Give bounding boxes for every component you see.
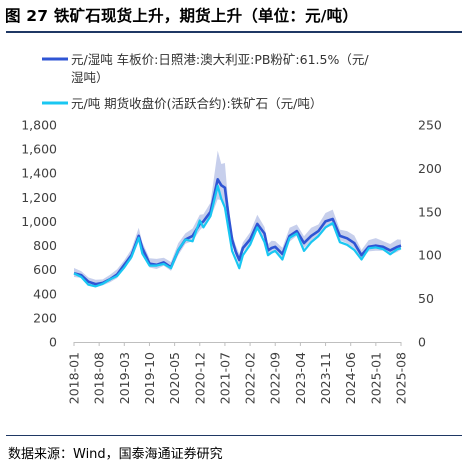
x-tick-label: 2018-01 xyxy=(67,352,82,404)
y-right-tick-label: 0 xyxy=(418,335,426,350)
y-left-tick-label: 1,200 xyxy=(21,190,57,205)
x-tick-label: 2023-11 xyxy=(318,352,333,404)
series-1-band xyxy=(74,150,401,288)
source-note: 数据来源：Wind，国泰海通证券研究 xyxy=(8,447,223,462)
series-1-range-band xyxy=(74,150,401,288)
x-tick-label: 2019-10 xyxy=(142,352,157,404)
y-right-tick-label: 200 xyxy=(418,161,442,176)
chart-legend: 元/湿吨 车板价:日照港:澳大利亚:PB粉矿:61.5%（元/ 湿吨） 元/吨 … xyxy=(42,52,369,111)
x-tick-label: 2025-08 xyxy=(394,352,409,404)
legend-label-series-1-line1: 元/湿吨 车板价:日照港:澳大利亚:PB粉矿:61.5%（元/ xyxy=(71,52,369,67)
x-tick-label: 2025-01 xyxy=(368,352,383,404)
y-left-tick-label: 1,800 xyxy=(21,118,57,133)
x-tick-label: 2018-08 xyxy=(92,352,107,404)
legend-label-series-2: 元/吨 期货收盘价(活跃合约):铁矿石（元/吨） xyxy=(71,96,322,111)
y-right-tick-label: 150 xyxy=(418,204,442,219)
y-left-tick-label: 1,400 xyxy=(21,166,57,181)
x-tick-label: 2020-12 xyxy=(192,352,207,404)
y-left-tick-label: 1,600 xyxy=(21,142,57,157)
title-rule xyxy=(6,31,462,33)
x-tick-label: 2022-02 xyxy=(243,352,258,404)
x-tick-label: 2023-04 xyxy=(293,352,308,404)
y-left-tick-label: 1,000 xyxy=(21,214,57,229)
footer-rule xyxy=(6,435,462,436)
y-right-tick-label: 50 xyxy=(418,291,434,306)
y-left-tick-label: 600 xyxy=(33,262,57,277)
legend-label-series-1-line2: 湿吨） xyxy=(71,70,109,85)
figure-title: 图 27 铁矿石现货上升，期货上升（单位：元/吨） xyxy=(5,7,359,25)
x-tick-label: 2019-03 xyxy=(117,352,132,404)
x-tick-label: 2021-07 xyxy=(217,352,232,404)
series-lines xyxy=(73,178,402,288)
x-tick-label: 2022-09 xyxy=(268,352,283,404)
x-tick-label: 2024-06 xyxy=(343,352,358,404)
y-right-tick-label: 250 xyxy=(418,118,442,133)
chart-axes: 0 200 400 600 800 1,000 1,200 1,400 1,600 1,800 0 5… xyxy=(21,118,442,405)
y-right-tick-label: 100 xyxy=(418,248,442,263)
y-left-tick-label: 400 xyxy=(33,286,57,301)
x-tick-label: 2020-05 xyxy=(167,352,182,404)
y-left-tick-label: 0 xyxy=(49,335,57,350)
series-2-line xyxy=(73,184,402,288)
y-left-tick-label: 800 xyxy=(33,238,57,253)
y-left-tick-label: 200 xyxy=(33,310,57,325)
